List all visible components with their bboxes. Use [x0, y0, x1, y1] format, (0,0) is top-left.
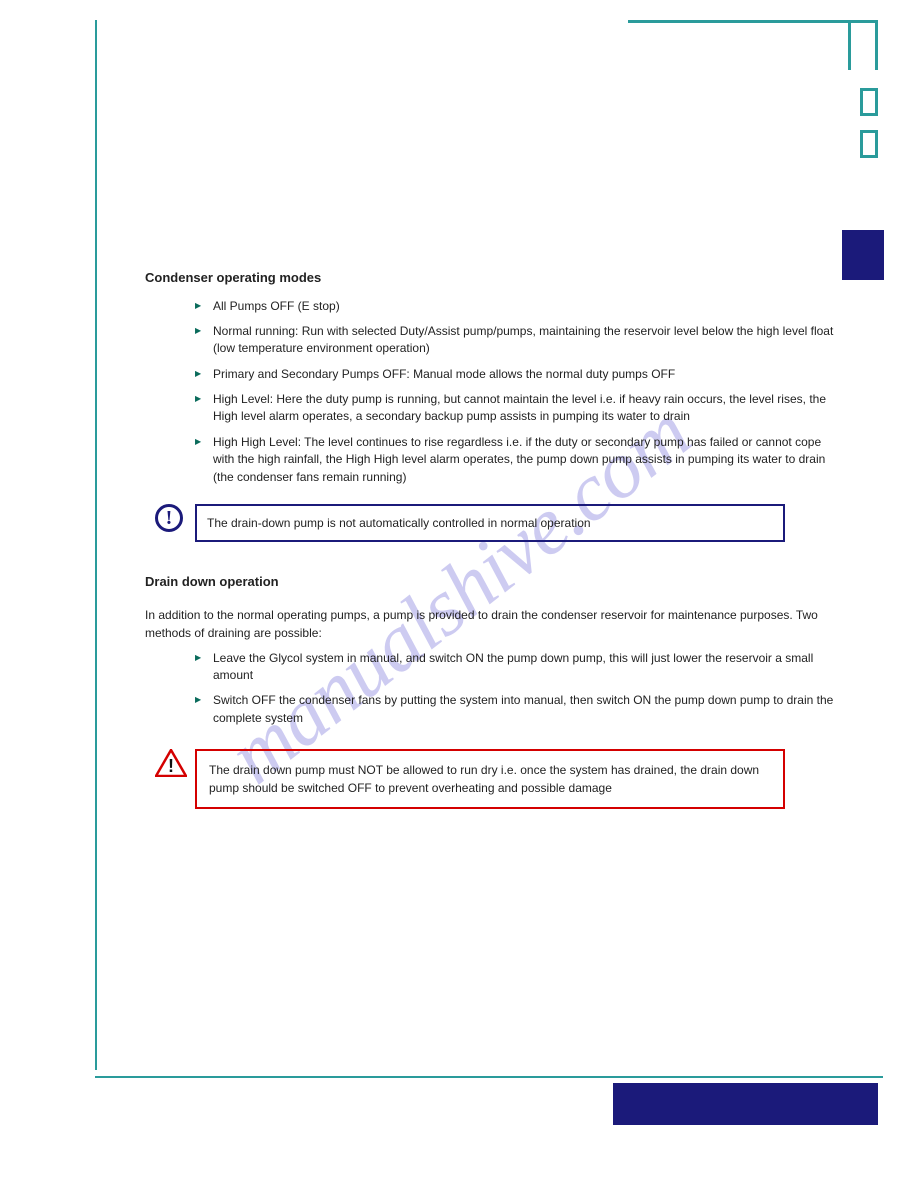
note-box: The drain-down pump is not automatically…: [195, 504, 785, 542]
list-item: Switch OFF the condenser fans by putting…: [195, 692, 835, 727]
section2-intro: In addition to the normal operating pump…: [145, 606, 835, 642]
list-item: High Level: Here the duty pump is runnin…: [195, 391, 835, 426]
list-item: All Pumps OFF (E stop): [195, 298, 835, 315]
important-icon: !: [155, 504, 187, 536]
list-item: High High Level: The level continues to …: [195, 434, 835, 486]
section-title-1: Condenser operating modes: [145, 268, 835, 288]
bullet-list-2: Leave the Glycol system in manual, and s…: [195, 650, 835, 728]
warning-callout: ! The drain down pump must NOT be allowe…: [155, 749, 835, 809]
list-item: Primary and Secondary Pumps OFF: Manual …: [195, 366, 835, 383]
bottom-bar: [613, 1083, 878, 1125]
warning-box: The drain down pump must NOT be allowed …: [195, 749, 785, 809]
content-area: Condenser operating modes All Pumps OFF …: [145, 250, 835, 809]
note-callout: ! The drain-down pump is not automatical…: [155, 504, 835, 542]
svg-text:!: !: [168, 756, 174, 776]
section-title-2: Drain down operation: [145, 572, 835, 592]
list-item: Leave the Glycol system in manual, and s…: [195, 650, 835, 685]
bottom-rule: [95, 1076, 883, 1078]
list-item: Normal running: Run with selected Duty/A…: [195, 323, 835, 358]
warning-icon: !: [155, 749, 187, 781]
bullet-list-1: All Pumps OFF (E stop) Normal running: R…: [195, 298, 835, 487]
